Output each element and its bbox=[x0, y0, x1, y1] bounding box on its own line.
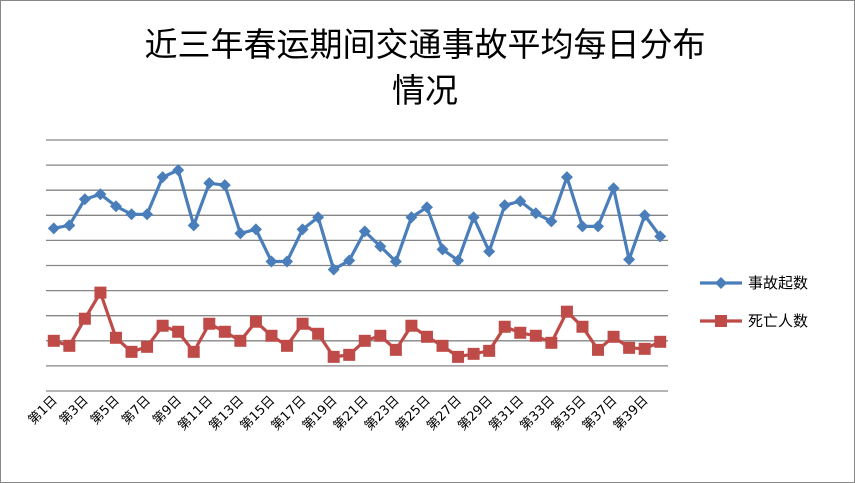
square-marker bbox=[358, 334, 371, 347]
square-marker bbox=[203, 317, 216, 330]
series-line-2 bbox=[53, 291, 661, 359]
x-tick-label: 第1日 bbox=[26, 393, 61, 428]
diamond-marker bbox=[592, 220, 605, 233]
square-marker bbox=[296, 317, 309, 330]
square-marker bbox=[374, 329, 387, 342]
square-marker bbox=[172, 325, 185, 338]
diamond-marker bbox=[327, 263, 340, 276]
chart-title-line-1: 近三年春运期间交通事故平均每日分布 bbox=[144, 25, 706, 64]
diamond-marker bbox=[436, 243, 449, 256]
square-marker bbox=[141, 340, 154, 353]
diamond-marker bbox=[358, 225, 371, 238]
diamond-marker bbox=[467, 211, 480, 224]
diamond-marker bbox=[172, 164, 185, 177]
square-marker bbox=[592, 343, 605, 356]
diamond-marker bbox=[109, 200, 122, 213]
square-marker bbox=[483, 344, 496, 357]
diamond-marker bbox=[249, 223, 262, 236]
x-tick-label: 第7日 bbox=[119, 393, 154, 428]
diamond-marker bbox=[281, 255, 294, 268]
square-marker bbox=[312, 327, 325, 340]
square-marker bbox=[218, 325, 231, 338]
diamond-marker bbox=[576, 220, 589, 233]
x-tick-label: 第5日 bbox=[88, 393, 123, 428]
square-marker bbox=[109, 331, 122, 344]
square-marker bbox=[343, 348, 356, 361]
chart-title: 近三年春运期间交通事故平均每日分布 情况 bbox=[60, 22, 790, 114]
square-marker bbox=[389, 343, 402, 356]
diamond-marker bbox=[529, 207, 542, 220]
square-marker bbox=[47, 334, 60, 347]
diamond-marker bbox=[343, 254, 356, 267]
diamond-marker bbox=[203, 177, 216, 190]
diamond-marker bbox=[389, 255, 402, 268]
diamond-marker bbox=[483, 245, 496, 258]
square-marker bbox=[125, 345, 138, 358]
diamond-marker bbox=[607, 182, 620, 195]
diamond-marker bbox=[218, 179, 231, 192]
square-marker bbox=[576, 320, 589, 333]
square-marker bbox=[529, 329, 542, 342]
diamond-marker bbox=[374, 240, 387, 253]
square-marker bbox=[63, 339, 76, 352]
diamond-marker bbox=[63, 219, 76, 232]
diamond-marker bbox=[312, 211, 325, 224]
diamond-marker bbox=[296, 223, 309, 236]
diamond-marker bbox=[156, 171, 169, 184]
square-marker bbox=[405, 319, 418, 332]
square-marker bbox=[623, 341, 636, 354]
square-marker bbox=[654, 335, 667, 348]
square-marker bbox=[281, 339, 294, 352]
square-marker bbox=[560, 305, 573, 318]
diamond-marker bbox=[498, 199, 511, 212]
square-marker bbox=[234, 334, 247, 347]
legend-square-icon bbox=[715, 315, 727, 327]
diamond-marker bbox=[638, 209, 651, 222]
square-marker bbox=[156, 319, 169, 332]
diamond-marker bbox=[623, 253, 636, 266]
diamond-marker bbox=[405, 211, 418, 224]
square-marker bbox=[187, 345, 200, 358]
series-line-1 bbox=[53, 168, 662, 272]
legend-diamond-icon bbox=[715, 277, 727, 289]
square-marker bbox=[94, 286, 107, 299]
chart-title-line-2: 情况 bbox=[392, 71, 458, 110]
legend-label-1: 事故起数 bbox=[748, 274, 808, 292]
diamond-marker bbox=[545, 215, 558, 228]
diamond-marker bbox=[234, 227, 247, 240]
diamond-marker bbox=[560, 171, 573, 184]
legend-label-2: 死亡人数 bbox=[748, 312, 808, 330]
diamond-marker bbox=[654, 230, 667, 243]
square-marker bbox=[327, 350, 340, 363]
square-marker bbox=[265, 329, 278, 342]
square-marker bbox=[498, 320, 511, 333]
diamond-marker bbox=[125, 208, 138, 221]
diamond-marker bbox=[420, 201, 433, 214]
diamond-marker bbox=[78, 193, 91, 206]
diamond-marker bbox=[94, 188, 107, 201]
diamond-marker bbox=[47, 222, 60, 235]
square-marker bbox=[638, 342, 651, 355]
square-marker bbox=[420, 330, 433, 343]
square-marker bbox=[436, 339, 449, 352]
square-marker bbox=[545, 336, 558, 349]
square-marker bbox=[249, 315, 262, 328]
square-marker bbox=[467, 347, 480, 360]
square-marker bbox=[452, 350, 465, 363]
diamond-marker bbox=[265, 255, 278, 268]
square-marker bbox=[607, 330, 620, 343]
x-tick-label: 第39日 bbox=[611, 393, 652, 434]
square-marker bbox=[78, 312, 91, 325]
square-marker bbox=[514, 326, 527, 339]
diamond-marker bbox=[187, 219, 200, 232]
diamond-marker bbox=[514, 195, 527, 208]
diamond-marker bbox=[141, 208, 154, 221]
diamond-marker bbox=[452, 254, 465, 267]
x-tick-label: 第3日 bbox=[57, 393, 92, 428]
